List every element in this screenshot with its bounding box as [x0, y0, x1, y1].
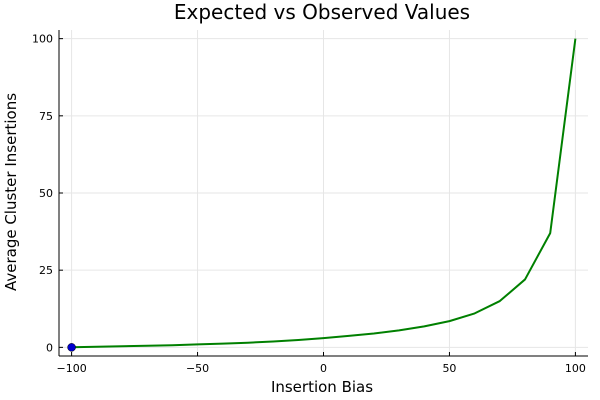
x-tick-label: 100	[565, 362, 586, 375]
chart-title: Expected vs Observed Values	[174, 0, 470, 24]
ticks: −100 −50 0 50 100 0 25 50 75 100	[32, 33, 586, 375]
y-tick-label: 0	[46, 341, 53, 354]
x-tick-label: −50	[186, 362, 209, 375]
y-tick-label: 50	[39, 187, 53, 200]
y-tick-label: 75	[39, 110, 53, 123]
grid	[59, 30, 588, 356]
y-tick-label: 100	[32, 33, 53, 46]
series	[67, 38, 577, 352]
y-tick-label: 25	[39, 264, 53, 277]
x-tick-label: 50	[442, 362, 456, 375]
scatter-point	[67, 343, 76, 352]
y-axis-title: Average Cluster Insertions	[2, 93, 20, 291]
x-axis-title: Insertion Bias	[271, 378, 373, 396]
x-tick-label: −100	[56, 362, 86, 375]
x-tick-label: 0	[320, 362, 327, 375]
series-line	[71, 38, 577, 349]
